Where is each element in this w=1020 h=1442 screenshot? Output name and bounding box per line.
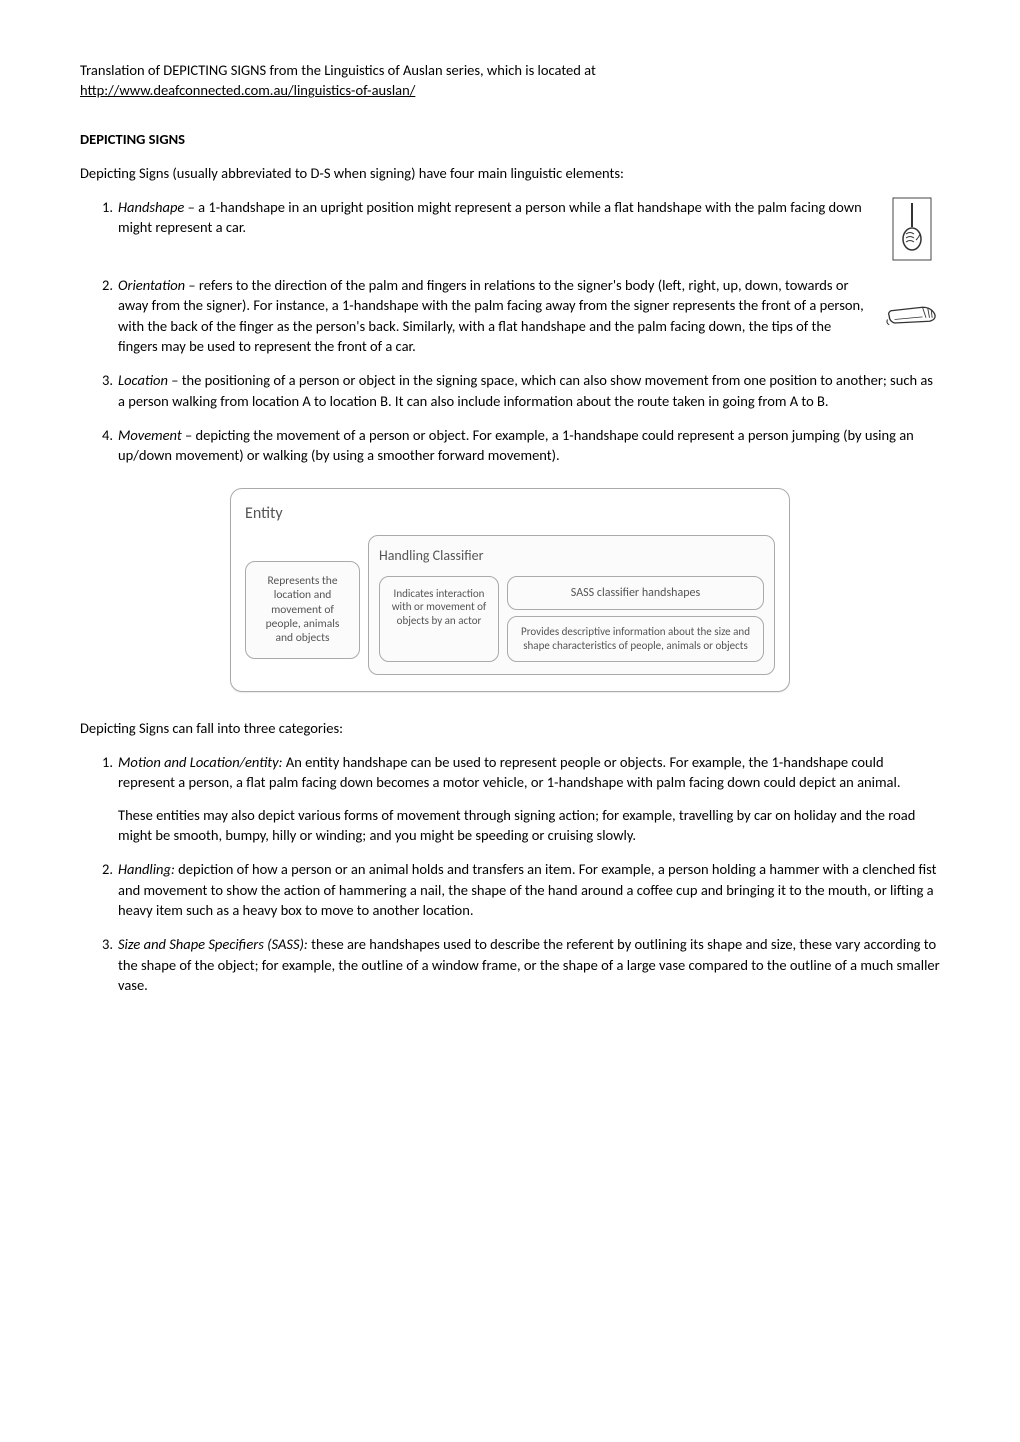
element-body: – a 1-handshape in an upright position m… bbox=[118, 198, 862, 236]
hand-flat-icon bbox=[884, 296, 940, 336]
categories-list: 1. Motion and Location/entity: An entity… bbox=[80, 752, 940, 995]
element-item: 3. Location – the positioning of a perso… bbox=[80, 370, 940, 411]
element-term: Movement bbox=[118, 426, 182, 444]
list-number: 2. bbox=[80, 859, 118, 879]
element-text: Movement – depicting the movement of a p… bbox=[118, 425, 940, 466]
list-number: 1. bbox=[80, 197, 118, 217]
element-text: Orientation – refers to the direction of… bbox=[118, 275, 864, 356]
list-number: 1. bbox=[80, 752, 118, 772]
list-number: 3. bbox=[80, 934, 118, 954]
hand-up-icon bbox=[884, 197, 940, 261]
elements-list: 1. Handshape – a 1-handshape in an uprig… bbox=[80, 197, 940, 465]
category-term: Motion and Location/entity: bbox=[118, 753, 283, 771]
categories-intro: Depicting Signs can fall into three cate… bbox=[80, 718, 940, 738]
category-text: Handling: depiction of how a person or a… bbox=[118, 859, 940, 920]
element-body: – refers to the direction of the palm an… bbox=[118, 276, 864, 355]
header-url: http://www.deafconnected.com.au/linguist… bbox=[80, 81, 415, 99]
entity-box: Represents the location and movement of … bbox=[245, 561, 360, 659]
header-line1: Translation of DEPICTING SIGNS from the … bbox=[80, 61, 596, 79]
list-number: 3. bbox=[80, 370, 118, 390]
element-term: Location bbox=[118, 371, 168, 389]
category-term: Handling: bbox=[118, 860, 175, 878]
diagram-container: Entity Represents the location and movem… bbox=[80, 488, 940, 692]
handling-classifier-box: Handling Classifier Indicates interactio… bbox=[368, 535, 775, 675]
element-item: 1. Handshape – a 1-handshape in an uprig… bbox=[80, 197, 940, 261]
header-block: Translation of DEPICTING SIGNS from the … bbox=[80, 60, 940, 101]
category-subpara: These entities may also depict various f… bbox=[118, 805, 940, 846]
category-item: 2. Handling: depiction of how a person o… bbox=[80, 859, 940, 920]
list-number: 4. bbox=[80, 425, 118, 445]
category-item: 1. Motion and Location/entity: An entity… bbox=[80, 752, 940, 845]
entity-diagram: Entity Represents the location and movem… bbox=[230, 488, 790, 692]
diagram-title: Entity bbox=[245, 503, 775, 525]
category-term: Size and Shape Specifiers (SASS): bbox=[118, 935, 308, 953]
list-number: 2. bbox=[80, 275, 118, 295]
sass-title-box: SASS classifier handshapes bbox=[507, 576, 764, 611]
section-title: DEPICTING SIGNS bbox=[80, 129, 940, 149]
element-text: Handshape – a 1-handshape in an upright … bbox=[118, 197, 864, 238]
category-text: Size and Shape Specifiers (SASS): these … bbox=[118, 934, 940, 995]
element-body: – depicting the movement of a person or … bbox=[118, 426, 914, 464]
category-item: 3. Size and Shape Specifiers (SASS): the… bbox=[80, 934, 940, 995]
sass-desc-box: Provides descriptive information about t… bbox=[507, 616, 764, 662]
intro-paragraph: Depicting Signs (usually abbreviated to … bbox=[80, 163, 940, 183]
category-text: Motion and Location/entity: An entity ha… bbox=[118, 752, 940, 845]
element-item: 2. Orientation – refers to the direction… bbox=[80, 275, 940, 356]
element-body: – the positioning of a person or object … bbox=[118, 371, 933, 409]
element-term: Orientation bbox=[118, 276, 185, 294]
handling-desc-box: Indicates interaction with or movement o… bbox=[379, 576, 499, 662]
element-term: Handshape bbox=[118, 198, 184, 216]
element-item: 4. Movement – depicting the movement of … bbox=[80, 425, 940, 466]
handling-title: Handling Classifier bbox=[379, 546, 764, 566]
category-body: depiction of how a person or an animal h… bbox=[118, 860, 937, 919]
element-text: Location – the positioning of a person o… bbox=[118, 370, 940, 411]
